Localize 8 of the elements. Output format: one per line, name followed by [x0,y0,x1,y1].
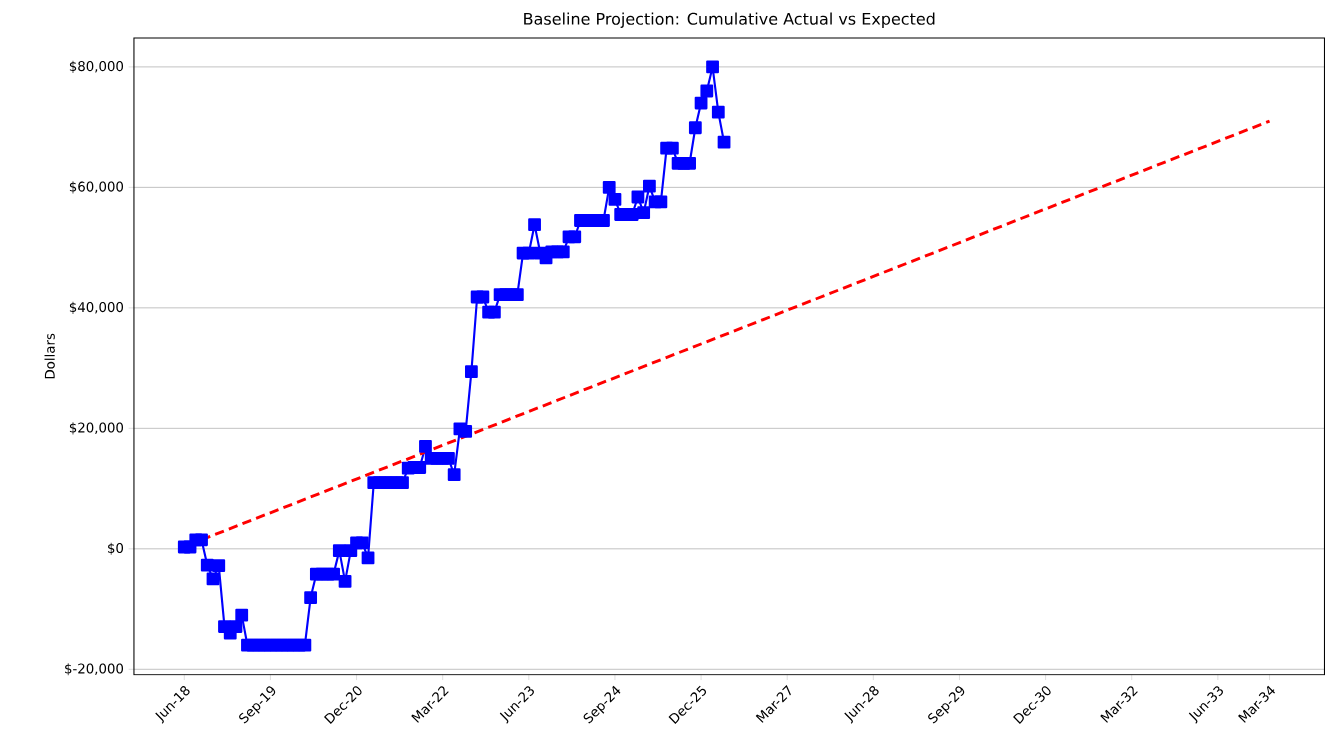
y-tick-label: $60,000 [69,181,124,194]
y-tick-label: $0 [108,542,124,556]
y-tick-label: $20,000 [69,422,124,435]
y-tick-label: $80,000 [69,61,124,74]
y-tick-label: $40,000 [69,301,124,315]
chart-title: Baseline Projection: Cumulative Actual vs Expected [524,12,935,29]
y-tick-label: $-20,000 [65,663,124,676]
y-axis-title: Dollars [44,333,55,379]
